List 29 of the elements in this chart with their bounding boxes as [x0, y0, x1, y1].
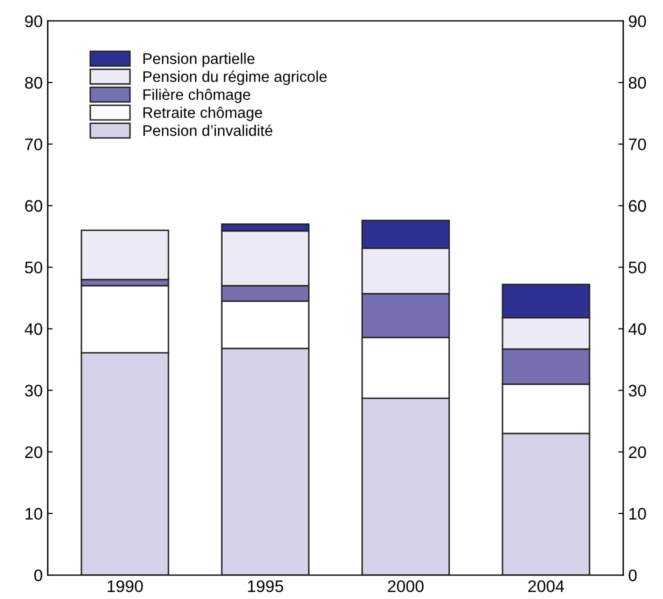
- y-tick-label: 80: [25, 76, 42, 89]
- y-tick-label: 50: [25, 262, 42, 274]
- y-tick-label: 40: [24, 323, 42, 335]
- x-tick-label: 1995: [248, 580, 284, 592]
- y2-tick-label: 50: [628, 262, 646, 274]
- y-tick-label: 90: [25, 15, 42, 28]
- y2-tick-label: 70: [628, 138, 646, 150]
- x-tick-label: 2004: [528, 580, 564, 592]
- y2-tick-label: 30: [628, 384, 646, 397]
- legend-label: Retraite chômage: [143, 106, 262, 122]
- y2-tick-label: 40: [628, 323, 646, 335]
- y-tick-label: 10: [26, 508, 42, 520]
- x-tick-label: 2000: [388, 580, 424, 592]
- legend-label: Pension d’invalidité: [143, 124, 272, 136]
- y-tick-label: 30: [24, 384, 42, 397]
- x-tick-label: 1990: [108, 580, 143, 592]
- legend-label: Pension du régime agricole: [143, 70, 327, 86]
- legend-label: Filière chômage: [143, 88, 250, 104]
- y2-tick-label: 10: [629, 508, 646, 520]
- y-tick-label: 60: [25, 200, 42, 212]
- y2-tick-label: 20: [628, 446, 646, 458]
- y-tick-label: 20: [25, 446, 42, 458]
- y2-tick-label: 90: [628, 15, 646, 28]
- y-tick-label: 0: [34, 569, 42, 582]
- y2-tick-label: 60: [628, 200, 646, 212]
- legend-label: Pension partielle: [143, 52, 254, 68]
- y2-tick-label: 0: [628, 569, 637, 582]
- y2-tick-label: 80: [628, 76, 646, 89]
- y-tick-label: 70: [25, 138, 42, 150]
